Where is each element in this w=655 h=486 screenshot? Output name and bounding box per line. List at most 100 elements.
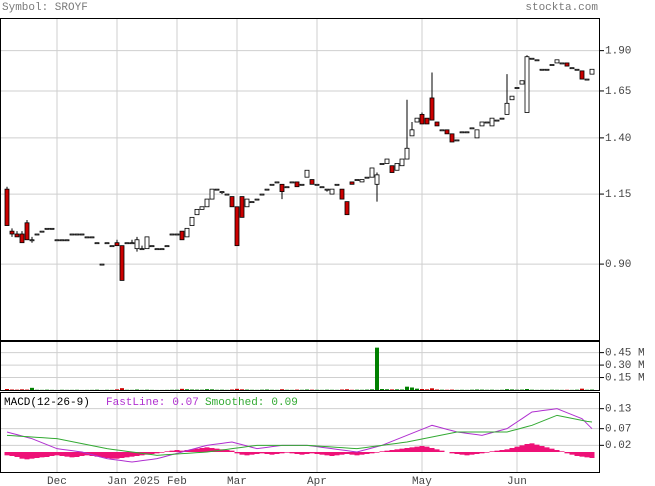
candle-body [314,183,320,186]
candle-body [104,242,110,245]
macd-histogram-bar [464,452,470,456]
macd-histogram-bar [374,452,380,453]
x-tick-label: Jan 2025 [107,476,160,486]
macd-histogram-bar [79,452,85,456]
candle-body [439,129,445,132]
macd-histogram-bar [94,452,100,457]
macd-histogram-bar [24,452,30,460]
candle-body [204,198,210,208]
volume-panel [0,341,600,391]
volume-bar [390,389,394,390]
candle-body [319,186,325,189]
macd-histogram-bar [564,452,570,454]
candle-body [89,236,95,239]
legend-name: Smoothed: [205,397,264,409]
candle-body [174,233,180,236]
candle-body [304,169,310,178]
price-panel [0,18,600,341]
candle-body [289,181,295,184]
macd-histogram-bar [469,452,475,455]
candle-body [524,56,530,113]
macd-histogram-bar [244,452,250,456]
macd-histogram-bar [114,452,120,459]
macd-histogram-bar [504,449,510,452]
macd-histogram-bar [489,451,495,452]
macd-histogram-bar [59,452,65,456]
y-tick-label: 0.30 M [605,360,645,372]
macd-histogram-bar [479,452,485,454]
candle-body [294,181,300,188]
candle-body [234,206,240,247]
volume-bar [180,388,184,390]
macd-histogram-bar [354,452,360,456]
macd-histogram-bar [164,451,170,452]
candle-body [224,193,230,196]
macd-histogram-bar [264,452,270,454]
macd-histogram-bar [419,446,425,452]
macd-histogram-bar [364,452,370,454]
candle-body [514,87,520,89]
macd-histogram-bar [224,450,230,452]
macd-histogram-bar [359,452,365,455]
candle-body [484,121,490,124]
candle-body [429,97,435,121]
candle-body [99,263,105,266]
macd-histogram-bar [49,452,55,456]
candle-body [454,139,460,142]
candle-body [164,245,170,248]
volume-bar [120,388,124,390]
candle-body [219,191,225,194]
macd-histogram-bar [124,452,130,458]
candle-body [264,188,270,191]
macd-histogram-bar [239,452,245,455]
macd-histogram-bar [209,448,215,452]
macd-histogram-bar [349,452,355,455]
macd-histogram-bar [104,452,110,458]
macd-histogram-bar [234,452,240,454]
candle-body [544,68,550,71]
macd-histogram-bar [574,452,580,456]
candle-body [189,216,195,226]
candle-body [244,198,250,208]
macd-histogram-bar [4,452,10,456]
macd-histogram-bar [9,452,15,456]
macd-histogram-bar [154,452,160,454]
macd-histogram-bar [69,452,75,458]
macd-histogram-bar [194,448,200,452]
y-tick-label: 1.40 [605,133,631,145]
candle-body [549,64,555,66]
macd-histogram-bar [439,450,445,452]
candle-body [364,176,370,179]
macd-histogram-bar [99,452,105,458]
candle-body [179,230,185,241]
macd-histogram-bar [404,448,410,452]
macd-histogram-bar [274,452,280,454]
candle-body [194,208,200,216]
macd-histogram-bar [484,452,490,453]
candle-body [214,188,220,191]
candle-body [334,183,340,186]
volume-bar [410,387,414,390]
candle-body [459,131,465,134]
volume-bar [375,347,379,390]
candle-body [169,233,175,236]
candle-body [44,227,50,230]
macd-histogram-bar [44,452,50,457]
candle-body [494,119,500,122]
candle-body [274,181,280,184]
macd-histogram-bar [159,452,165,453]
macd-histogram-bar [309,452,315,454]
macd-histogram-bar [409,447,415,452]
candle-body [339,188,345,200]
macd-histogram-bar [304,452,310,454]
candle-body [49,227,55,230]
macd-histogram-bar [414,446,420,452]
candle-body [74,233,80,236]
candle-body [404,147,410,160]
candle-body [529,57,535,60]
macd-panel [0,392,600,473]
candle-body [449,133,455,143]
macd-histogram-bar [399,448,405,452]
macd-histogram-bar [169,450,175,452]
y-tick-label: 0.07 [605,424,631,436]
